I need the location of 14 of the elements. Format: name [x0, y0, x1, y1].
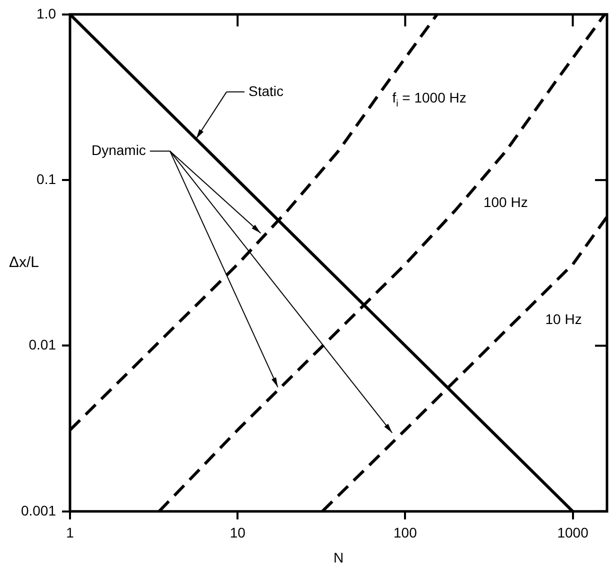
- y-tick-label: 0.1: [36, 170, 56, 187]
- annotation: Dynamic: [91, 142, 146, 158]
- series-label: 100 Hz: [483, 194, 528, 210]
- series-label: 10 Hz: [545, 310, 582, 327]
- y-axis-title: Δx/L: [8, 254, 40, 272]
- x-tick-label: 10: [230, 524, 246, 541]
- x-tick-label: 100: [394, 524, 418, 541]
- annotation: Static: [248, 82, 284, 99]
- y-tick-label: 0.01: [28, 336, 56, 353]
- y-tick-label: 1.0: [36, 5, 56, 22]
- y-tick-label: 0.001: [20, 502, 56, 518]
- x-tick-label: 1: [66, 524, 74, 541]
- x-tick-label: 1000: [557, 524, 589, 541]
- x-axis-title: N: [333, 549, 344, 566]
